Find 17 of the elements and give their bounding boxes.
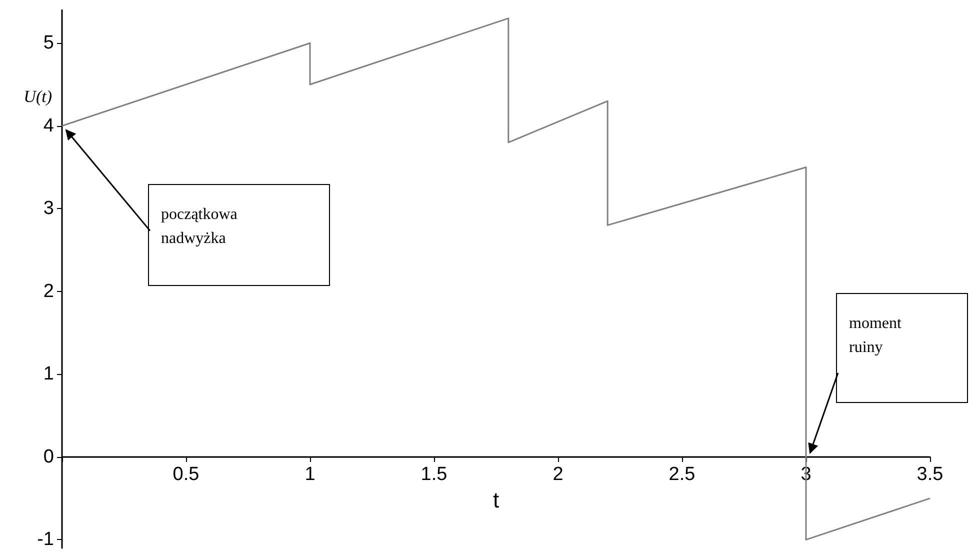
x-axis-title: t — [492, 487, 500, 512]
x-tick-label: 2.5 — [668, 464, 696, 485]
text-box: początkowa nadwyżka — [148, 184, 330, 286]
y-tick-label: 4 — [43, 115, 54, 136]
y-tick-label: 5 — [43, 32, 54, 54]
x-tick-label: 3.5 — [916, 464, 944, 485]
y-tick-label: 2 — [43, 280, 54, 302]
y-tick-label: -1 — [37, 529, 54, 550]
x-tick-label: 1 — [304, 464, 316, 485]
y-tick-label: 1 — [43, 364, 54, 385]
text-box: moment ruiny — [836, 292, 968, 403]
y-tick-label: 0 — [43, 446, 54, 468]
y-axis-title: U(t) — [24, 87, 52, 106]
y-tick-label: 3 — [43, 198, 54, 220]
x-tick-label: 2 — [552, 464, 564, 485]
x-tick-label: 1.5 — [420, 464, 448, 485]
x-tick-label: 0.5 — [172, 464, 200, 485]
